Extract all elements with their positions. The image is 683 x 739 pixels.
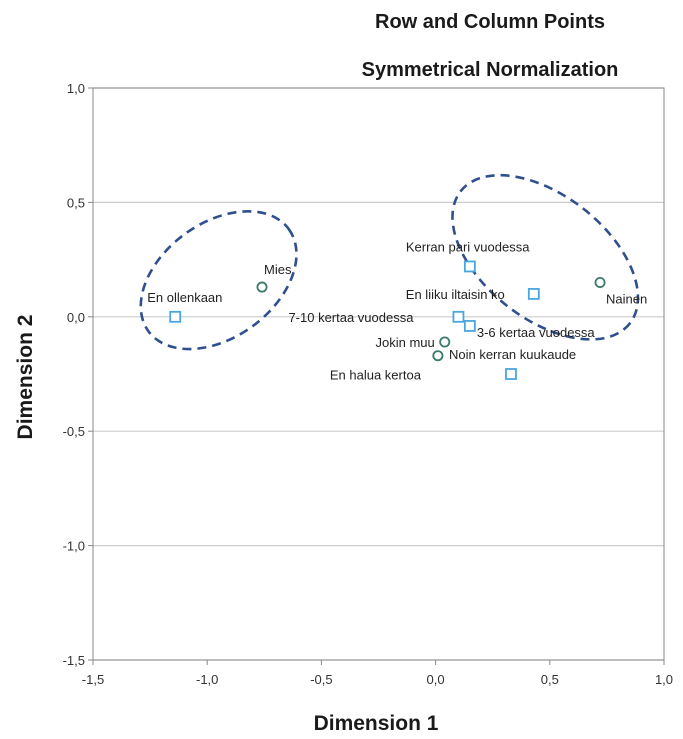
point-label: 3-6 kertaa vuodessa (477, 325, 596, 340)
x-axis-ticks: -1,5 -1,0 -0,5 0,0 0,5 1,0 (82, 660, 673, 687)
cluster-ellipse (451, 173, 640, 341)
point-label: Noin kerran kuukaude (449, 347, 576, 362)
column-point-marker (452, 310, 465, 323)
column-point-marker (463, 320, 476, 332)
plot-frame (92, 87, 665, 661)
column-point-marker (463, 260, 476, 273)
x-tick-label: 0,5 (541, 672, 559, 687)
row-point-marker (432, 350, 444, 362)
x-tick-label: 0,0 (427, 672, 445, 687)
cluster-ellipse (139, 210, 298, 351)
cluster-ellipses (139, 173, 640, 351)
y-tick-label: -1,5 (63, 653, 85, 668)
data-points: Mies Nainen Jokin muu En halua kertoa En oll… (147, 239, 647, 382)
chart-subtitle: Symmetrical Normalization (362, 59, 619, 81)
column-point-marker (169, 310, 182, 323)
point-label: Nainen (606, 291, 647, 306)
row-point-marker (439, 336, 451, 348)
point-label: En liiku iltaisin ko (406, 287, 505, 302)
x-axis-title: Dimension 1 (314, 712, 439, 735)
row-point-marker (256, 281, 268, 293)
column-point-marker (527, 288, 540, 300)
column-point-marker (505, 368, 517, 380)
y-tick-label: 0,5 (67, 195, 85, 210)
y-tick-label: 0,0 (67, 310, 85, 325)
x-tick-label: -1,0 (196, 672, 218, 687)
y-axis-title: Dimension 2 (14, 315, 37, 440)
point-label: En halua kertoa (330, 368, 422, 383)
point-label: En ollenkaan (147, 290, 222, 305)
point-label: Mies (264, 262, 292, 277)
point-label: Jokin muu (375, 335, 434, 350)
y-tick-label: -0,5 (63, 424, 85, 439)
x-tick-label: -0,5 (310, 672, 332, 687)
y-tick-label: 1,0 (67, 81, 85, 96)
chart-title: Row and Column Points (375, 11, 605, 33)
point-label: Kerran pari vuodessa (406, 239, 530, 254)
y-tick-label: -1,0 (63, 539, 85, 554)
point-label: 7-10 kertaa vuodessa (288, 310, 414, 325)
row-point-marker (594, 276, 606, 288)
x-tick-label: 1,0 (655, 672, 673, 687)
y-axis-ticks: 1,0 0,5 0,0 -0,5 -1,0 -1,5 (63, 81, 93, 668)
x-tick-label: -1,5 (82, 672, 104, 687)
